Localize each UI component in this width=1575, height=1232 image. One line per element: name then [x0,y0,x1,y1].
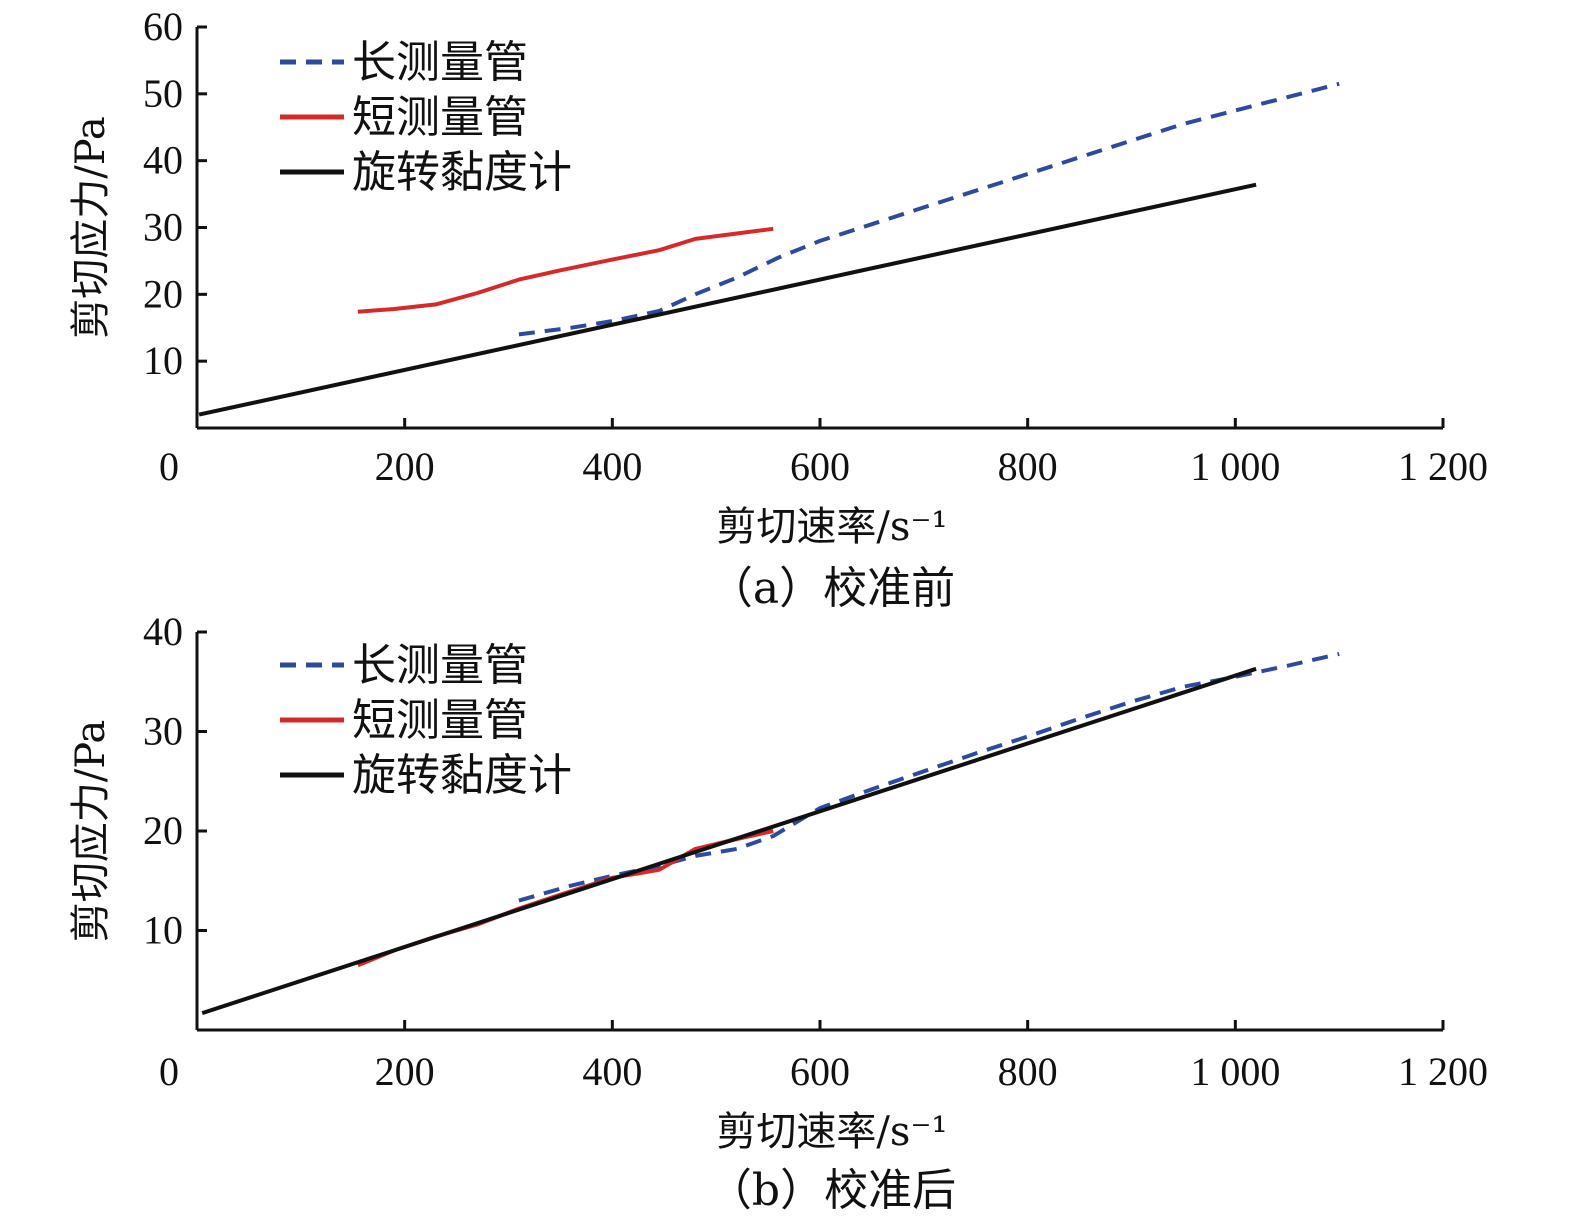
y-tick-label: 10 [143,338,183,383]
panel-caption: （b）校准后 [708,1165,956,1216]
y-tick-label: 20 [143,271,183,316]
x-axis-title: 剪切速率/s⁻¹ [716,1109,947,1155]
legend-label-1: 短测量管 [352,695,528,746]
x-tick-label: 200 [375,1049,435,1094]
x-tick-label: 400 [582,1049,642,1094]
series-line-2 [198,182,1257,417]
y-tick-label: 40 [143,609,183,654]
panel-a: 0 200 400 600 800 1 000 1 200 10 20 30 40 50 60 剪切速率/… [68,4,1488,614]
y-tick-label: 30 [143,709,183,754]
x-tick-label: 600 [790,444,850,489]
x-tick-label: 600 [790,1049,850,1094]
x-tick-label: 0 [159,1049,179,1094]
x-tick-label: 200 [375,444,435,489]
legend-label-0: 长测量管 [352,640,528,691]
panel-caption: （a）校准前 [709,563,955,614]
series-line-2 [201,666,1257,1016]
x-axis-title: 剪切速率/s⁻¹ [716,504,947,550]
y-tick-label: 10 [143,908,183,953]
y-axis-title: 剪切应力/Pa [68,720,114,942]
y-tick-label: 30 [143,205,183,250]
x-tick-label: 1 200 [1398,444,1488,489]
x-tick-label: 1 000 [1190,1049,1280,1094]
legend-label-1: 短测量管 [352,92,528,143]
x-tick-label: 0 [159,444,179,489]
legend-label-2: 旋转黏度计 [352,750,572,801]
x-tick-label: 800 [998,444,1058,489]
x-tick-label: 400 [582,444,642,489]
y-axis-title: 剪切应力/Pa [68,116,114,338]
legend-label-2: 旋转黏度计 [352,147,572,198]
y-tick-label: 40 [143,138,183,183]
series-line-0 [518,81,1340,337]
series-line-1 [357,226,774,314]
panel-b: 0 200 400 600 800 1 000 1 200 10 20 30 40 剪切速率/s⁻¹ 剪… [68,609,1488,1216]
y-tick-label: 50 [143,71,183,116]
series-line-1 [357,829,774,968]
x-tick-label: 1 200 [1398,1049,1488,1094]
x-tick-label: 1 000 [1190,444,1280,489]
x-tick-label: 800 [998,1049,1058,1094]
legend-label-0: 长测量管 [352,37,528,88]
y-tick-label: 20 [143,808,183,853]
y-tick-label: 60 [143,4,183,49]
